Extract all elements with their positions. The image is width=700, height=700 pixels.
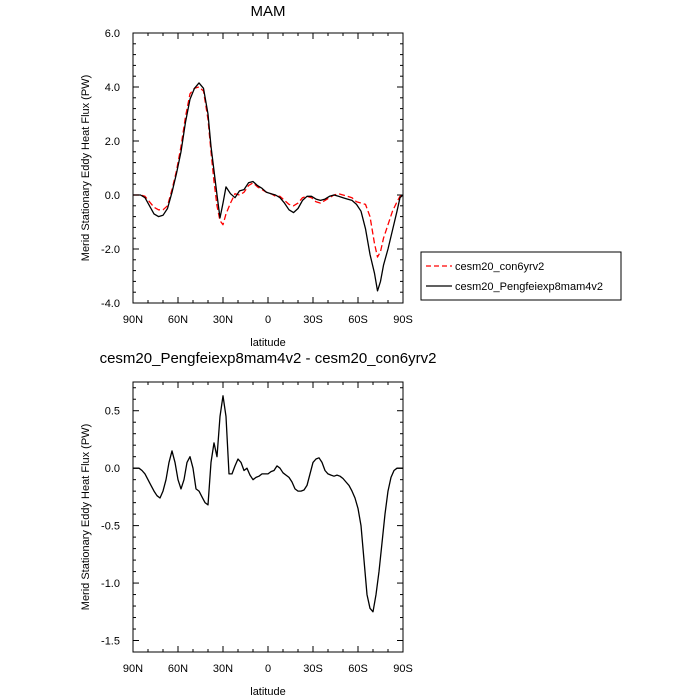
series-line-cesm20-con6yrv2: [133, 86, 404, 258]
y-tick-label: 4.0: [105, 82, 120, 94]
x-tick-label: 30S: [303, 314, 323, 326]
y-tick-label: 0.0: [105, 463, 120, 475]
y-tick-label: -1.0: [101, 578, 120, 590]
y-tick-label: -4.0: [101, 298, 120, 310]
bottom-plot-frame: [132, 381, 404, 653]
top-x-axis-label: latitude: [250, 337, 285, 349]
series-line-diff-0: [133, 395, 403, 613]
y-tick-label: 2.0: [105, 136, 120, 148]
x-tick-label: 60S: [348, 663, 368, 675]
y-tick-label: 0.5: [105, 406, 120, 418]
x-tick-label: 0: [265, 663, 271, 675]
top-chart-title: MAM: [251, 3, 286, 20]
x-tick-label: 90N: [123, 314, 143, 326]
bottom-y-axis-label: Merid Stationary Eddy Heat Flux (PW): [80, 424, 92, 610]
bottom-panel: cesm20_Pengfeiexp8mam4v2 - cesm20_con6yr…: [80, 350, 436, 698]
x-tick-label: 30N: [213, 314, 233, 326]
y-tick-label: -2.0: [101, 244, 120, 256]
x-tick-label: 30S: [303, 663, 323, 675]
y-tick-label: -1.5: [101, 636, 120, 648]
legend-label-con6yrv2: cesm20_con6yrv2: [455, 261, 544, 273]
x-tick-label: 60N: [168, 663, 188, 675]
bottom-chart-title: cesm20_Pengfeiexp8mam4v2 - cesm20_con6yr…: [100, 350, 437, 367]
legend-label-pengfei: cesm20_Pengfeiexp8mam4v2: [455, 281, 603, 293]
y-tick-label: 0.0: [105, 190, 120, 202]
x-tick-label: 0: [265, 314, 271, 326]
legend: cesm20_con6yrv2 cesm20_Pengfeiexp8mam4v2: [420, 251, 622, 301]
top-panel: MAM 90N 60N 30N 0 30S 60S 90S 6.0 4.0 2.0 0.0 -2.0 -…: [80, 3, 622, 349]
x-tick-label: 90N: [123, 663, 143, 675]
series-line-cesm20-pengfeiexp8mam4v2: [133, 82, 404, 292]
top-y-axis-label: Merid Stationary Eddy Heat Flux (PW): [80, 75, 92, 261]
x-tick-label: 90S: [393, 663, 413, 675]
y-tick-label: 6.0: [105, 28, 120, 40]
bottom-x-axis-label: latitude: [250, 686, 285, 698]
x-tick-label: 60S: [348, 314, 368, 326]
top-plot-frame: [132, 32, 404, 304]
x-tick-label: 30N: [213, 663, 233, 675]
x-tick-label: 60N: [168, 314, 188, 326]
legend-box: [420, 251, 622, 301]
x-tick-label: 90S: [393, 314, 413, 326]
y-tick-label: -0.5: [101, 521, 120, 533]
